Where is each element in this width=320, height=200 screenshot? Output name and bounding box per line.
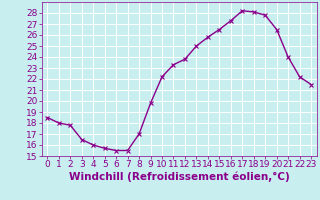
X-axis label: Windchill (Refroidissement éolien,°C): Windchill (Refroidissement éolien,°C) [69,172,290,182]
